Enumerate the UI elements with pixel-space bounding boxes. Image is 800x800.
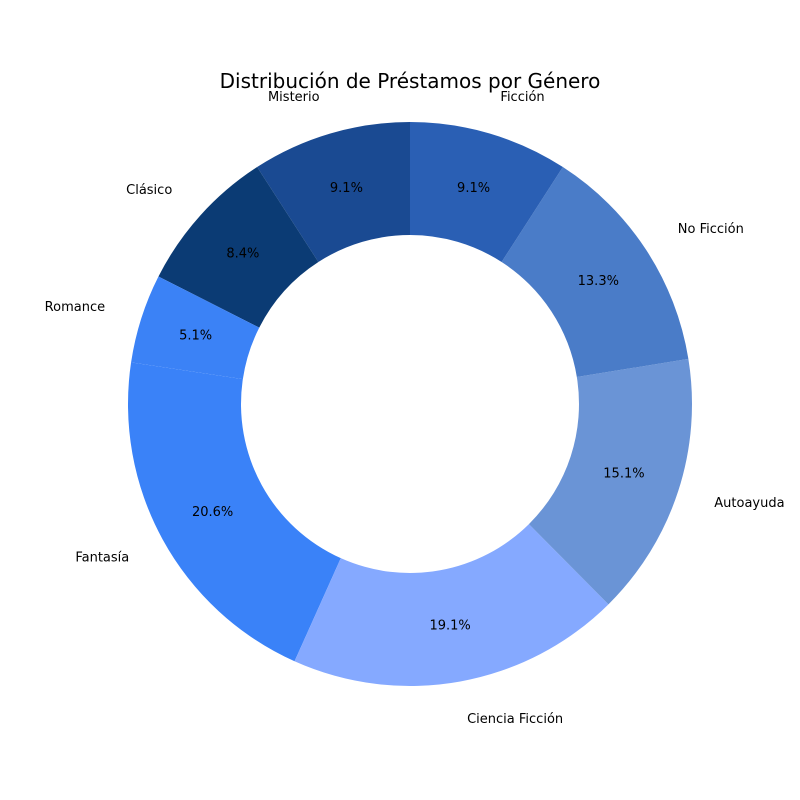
slice-label-clasico: Clásico [126, 183, 172, 198]
slice-autoayuda [528, 358, 692, 605]
labels-group: Misterio 9.1% Clásico 8.4% Romance 5.1% Fantas… [45, 90, 785, 727]
chart-title: Distribución de Préstamos por Género [220, 69, 601, 93]
slice-ficcion [410, 122, 563, 262]
slice-label-ficcion: Ficción [500, 90, 544, 105]
slice-ciencia-ficcion [294, 524, 609, 686]
slice-label-autoayuda: Autoayuda [714, 496, 784, 511]
pct-label-no-ficcion: 13.3% [578, 274, 619, 289]
slice-label-romance: Romance [45, 300, 105, 315]
slice-misterio [257, 122, 410, 262]
slice-label-no-ficcion: No Ficción [678, 222, 744, 237]
slice-no-ficcion [501, 167, 689, 377]
pct-label-fantasia: 20.6% [192, 505, 233, 520]
slice-label-fantasia: Fantasía [75, 551, 129, 566]
slice-label-ciencia-ficcion: Ciencia Ficción [467, 712, 563, 727]
slice-fantasia [127, 362, 341, 662]
slice-label-misterio: Misterio [268, 90, 320, 105]
slices-group [127, 122, 692, 686]
pct-label-clasico: 8.4% [226, 246, 259, 261]
pct-label-autoayuda: 15.1% [603, 467, 644, 482]
pct-label-ficcion: 9.1% [457, 181, 490, 196]
slice-romance [131, 276, 260, 380]
pct-label-romance: 5.1% [179, 329, 212, 344]
pct-label-ciencia-ficcion: 19.1% [429, 618, 470, 633]
pct-label-misterio: 9.1% [330, 181, 363, 196]
slice-clasico [158, 167, 319, 328]
